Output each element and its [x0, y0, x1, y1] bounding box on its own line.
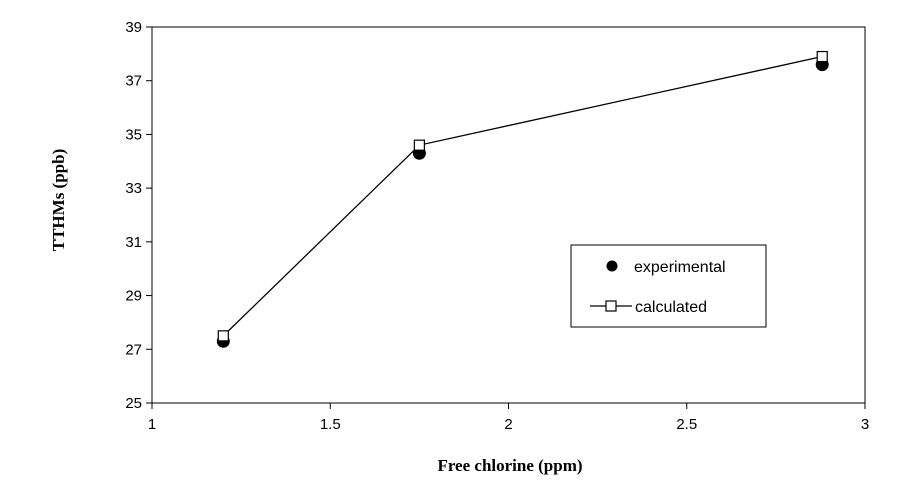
y-tick-label: 27	[125, 341, 142, 358]
y-axis-ticks: 25 27 29 31 33 35 37 39	[125, 19, 152, 412]
legend-label-calculated: calculated	[635, 299, 707, 316]
x-axis-title: Free chlorine (ppm)	[437, 456, 582, 475]
series-layer	[216, 50, 829, 348]
legend-marker-experimental	[606, 260, 618, 272]
x-tick-label: 1.5	[320, 416, 341, 433]
y-tick-label: 39	[125, 19, 142, 36]
y-tick-label: 31	[125, 234, 142, 251]
y-tick-label: 29	[125, 288, 142, 305]
x-tick-label: 2.5	[676, 416, 697, 433]
y-axis-title: TTHMs (ppb)	[49, 149, 68, 252]
plot-area	[151, 26, 866, 404]
legend-box	[570, 244, 767, 328]
x-tick-label: 2	[504, 416, 512, 433]
legend-label-experimental: experimental	[634, 259, 726, 276]
y-tick-label: 25	[125, 395, 142, 412]
point-calculated	[217, 330, 229, 342]
x-tick-label: 1	[148, 416, 156, 433]
y-tick-label: 37	[125, 73, 142, 90]
x-axis-ticks: 1 1.5 2 2.5 3	[148, 403, 869, 433]
point-calculated	[816, 50, 828, 63]
legend-marker-calculated	[605, 300, 617, 312]
point-calculated	[413, 139, 425, 151]
x-tick-label: 3	[861, 416, 869, 433]
y-tick-label: 33	[125, 180, 142, 197]
y-tick-label: 35	[125, 126, 142, 143]
legend: experimental calculated	[570, 244, 767, 328]
